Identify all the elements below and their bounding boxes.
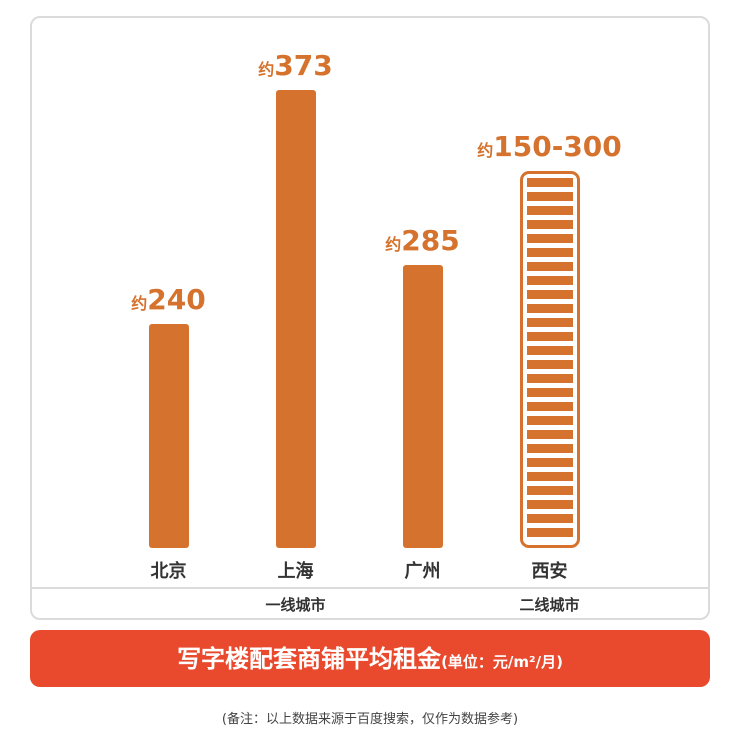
city-label: 上海 [277,561,314,582]
value-approx-prefix: 约 [477,141,494,160]
group-label: 二线城市 [519,596,580,614]
value-approx-prefix: 约 [131,294,148,313]
value-number: 285 [401,224,460,257]
value-number: 373 [274,49,333,82]
bar-value-label: 约373 [258,52,332,80]
chart-title-banner: 写字楼配套商铺平均租金(单位：元/m²/月) [30,630,710,687]
bar-value-label: 约150-300 [477,133,622,161]
value-approx-prefix: 约 [258,60,275,79]
bar-column: 约240 [105,286,232,548]
city-label: 北京 [150,561,187,582]
bar-striped [519,171,580,548]
chart-title: 写字楼配套商铺平均租金 [177,644,442,673]
groups-row: 一线城市 二线城市 [32,589,708,620]
city-label: 广州 [404,561,441,582]
bar-solid [402,265,443,548]
bar-column: 约285 [359,227,486,548]
bar-value-label: 约285 [385,227,459,255]
bar-column: 约150-300 [477,133,622,548]
city-label: 西安 [531,561,568,582]
bar-solid [148,324,189,548]
value-approx-prefix: 约 [385,235,402,254]
bar-column: 约373 [232,52,359,548]
bar-solid [275,90,316,548]
group-label: 一线城市 [265,596,326,614]
bar-stripes-fill [526,178,573,541]
chart-frame: 约240 约373 约285 约150-300 北京 上海 广州 西安 一线城市 二线城市 [30,16,710,620]
chart-unit-label: (单位：元/m²/月) [441,652,563,671]
bar-value-label: 约240 [131,286,205,314]
axis-divider [32,587,708,589]
value-number: 150-300 [493,130,622,163]
value-number: 240 [147,283,206,316]
bars-row: 约240 约373 约285 约150-300 [32,18,708,548]
cities-row: 北京 上海 广州 西安 [32,548,708,587]
banner-text: 写字楼配套商铺平均租金(单位：元/m²/月) [177,647,563,671]
chart-footnote: (备注：以上数据来源于百度搜索，仅作为数据参考) [221,712,519,727]
